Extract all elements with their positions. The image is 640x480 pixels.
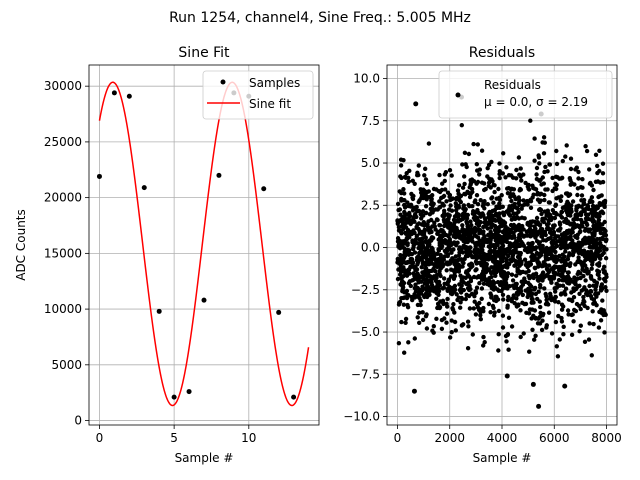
sine-fit-xlabel: Sample # (175, 451, 234, 465)
sine-fit-ytick-label: 30000 (44, 79, 82, 93)
sine-fit-ytick-label: 20000 (44, 191, 82, 205)
residuals-ytick-label: 10.0 (353, 72, 380, 86)
residuals-xtick-label: 8000 (591, 431, 622, 445)
sine-fit-axes: Sine Fit 0 5 10 0 5000 10000 15000 20000 25000 300… (14, 45, 320, 465)
legend-residuals-label: Residuals (484, 78, 541, 92)
sample-point (201, 297, 207, 303)
residuals-axes: Residuals 0 2000 4000 6000 8000 −10.0 −7.5 −5.0 −… (343, 45, 622, 465)
sine-fit-ytick-label: 10000 (44, 302, 82, 316)
sine-fit-legend-box (202, 70, 314, 120)
sine-fit-xtick-label: 10 (241, 431, 256, 445)
residuals-ytick-label: 5.0 (361, 156, 380, 170)
residuals-ytick-label: 7.5 (361, 114, 380, 128)
residuals-title: Residuals (469, 45, 535, 61)
residual-outlier-point (530, 381, 536, 387)
sample-point (261, 186, 267, 192)
residuals-xtick-label: 4000 (487, 431, 518, 445)
residuals-xtick-label: 6000 (539, 431, 570, 445)
sample-point (96, 173, 102, 179)
sine-fit-xtick-label: 0 (96, 431, 104, 445)
sine-fit-ytick-label: 0 (74, 414, 82, 428)
sine-fit-frame (88, 64, 320, 426)
residuals-xtick-label: 2000 (434, 431, 465, 445)
residual-outlier-point (562, 383, 568, 389)
residuals-ytick-label: 2.5 (361, 198, 380, 212)
sine-fit-line (98, 81, 310, 407)
residuals-legend-box (438, 70, 613, 119)
residual-outlier-point (413, 101, 419, 107)
sample-point (291, 394, 297, 400)
residuals-ytick-label: 0.0 (361, 241, 380, 255)
residuals-plot-area (395, 94, 609, 409)
legend-sine-fit-label: Sine fit (249, 97, 291, 111)
residuals-legend: Residuals μ = 0.0, σ = 2.19 (438, 70, 613, 119)
sample-point (171, 394, 177, 400)
sample-point (141, 185, 147, 191)
residuals-ytick-label: −10.0 (343, 410, 380, 424)
residual-outlier-point (536, 403, 542, 409)
sine-fit-title: Sine Fit (178, 45, 230, 61)
residuals-frame (386, 64, 618, 426)
residual-outlier-point (411, 388, 417, 394)
residuals-xtick-label: 0 (394, 431, 402, 445)
legend-samples-marker (220, 79, 226, 85)
figure-suptitle: Run 1254, channel4, Sine Freq.: 5.005 MH… (169, 10, 471, 26)
sample-point (276, 309, 282, 315)
sine-fit-ylabel: ADC Counts (14, 209, 28, 281)
sine-fit-ytick-label: 25000 (44, 135, 82, 149)
sine-fit-legend: Samples Sine fit (202, 70, 314, 120)
legend-samples-label: Samples (249, 76, 300, 90)
legend-residuals-marker (455, 92, 461, 98)
residual-outlier-point (504, 373, 510, 379)
residuals-ytick-label: −5.0 (351, 325, 380, 339)
residuals-ytick-label: −2.5 (351, 283, 380, 297)
residuals-ytick-label: −7.5 (351, 367, 380, 381)
sample-point (126, 93, 132, 99)
sine-fit-ytick-label: 5000 (51, 358, 82, 372)
sine-fit-xtick-label: 5 (170, 431, 178, 445)
sine-fit-plot-area (96, 81, 310, 407)
sample-point (216, 172, 222, 178)
residual-points (395, 118, 609, 359)
residuals-xlabel: Sample # (473, 451, 532, 465)
sample-point (156, 308, 162, 314)
sample-point (186, 389, 192, 395)
sample-point (111, 90, 117, 96)
sine-fit-ytick-label: 15000 (44, 246, 82, 260)
legend-residuals-stats: μ = 0.0, σ = 2.19 (484, 95, 588, 109)
